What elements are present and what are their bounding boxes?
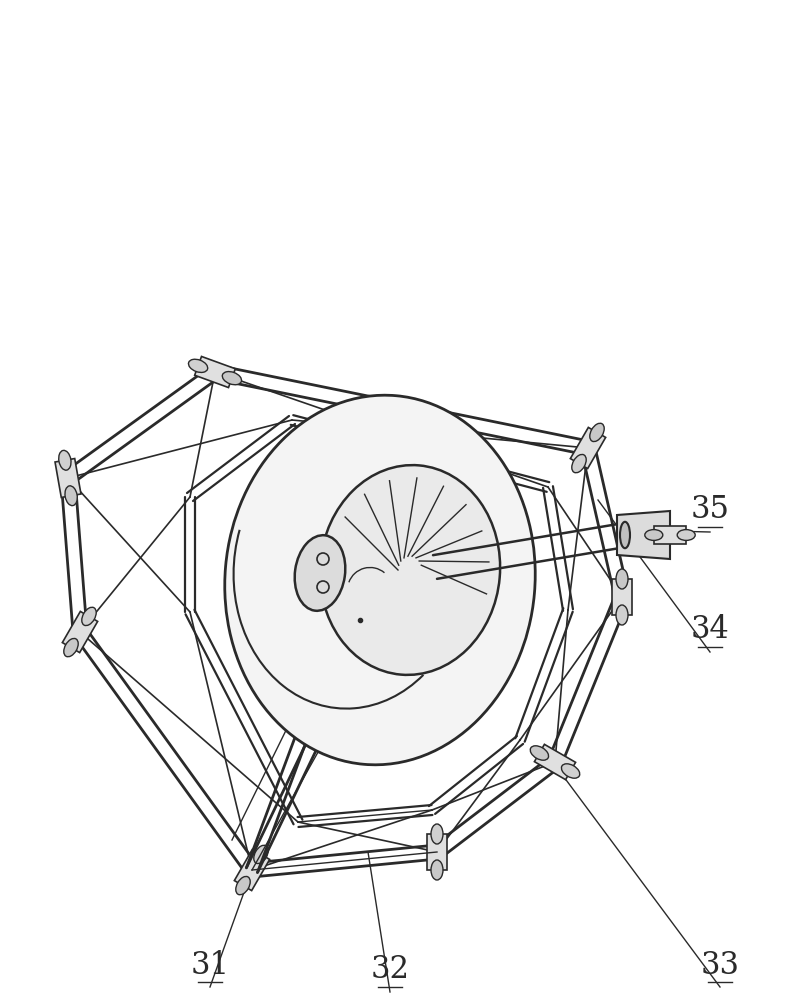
Polygon shape bbox=[534, 744, 575, 780]
Text: 31: 31 bbox=[190, 950, 230, 980]
Ellipse shape bbox=[65, 486, 78, 506]
Polygon shape bbox=[654, 526, 686, 544]
Ellipse shape bbox=[222, 372, 242, 385]
Polygon shape bbox=[62, 611, 98, 653]
Polygon shape bbox=[55, 459, 81, 497]
Ellipse shape bbox=[58, 450, 71, 470]
Ellipse shape bbox=[225, 395, 535, 765]
Polygon shape bbox=[427, 834, 447, 870]
Ellipse shape bbox=[677, 530, 695, 540]
Ellipse shape bbox=[572, 454, 586, 473]
Text: 32: 32 bbox=[370, 954, 410, 986]
Ellipse shape bbox=[530, 746, 549, 760]
Ellipse shape bbox=[616, 569, 628, 589]
Ellipse shape bbox=[590, 423, 604, 442]
Polygon shape bbox=[194, 356, 235, 388]
Ellipse shape bbox=[320, 465, 500, 675]
Text: 33: 33 bbox=[701, 950, 739, 980]
Polygon shape bbox=[612, 579, 632, 615]
Ellipse shape bbox=[82, 607, 96, 626]
Ellipse shape bbox=[64, 638, 78, 657]
Ellipse shape bbox=[254, 845, 268, 864]
Ellipse shape bbox=[236, 876, 250, 895]
Ellipse shape bbox=[620, 522, 630, 548]
Polygon shape bbox=[234, 849, 270, 891]
Ellipse shape bbox=[616, 605, 628, 625]
Ellipse shape bbox=[431, 824, 443, 844]
Ellipse shape bbox=[645, 530, 662, 540]
Ellipse shape bbox=[431, 860, 443, 880]
Text: 35: 35 bbox=[690, 494, 730, 526]
Ellipse shape bbox=[562, 764, 580, 778]
Ellipse shape bbox=[294, 535, 346, 611]
Polygon shape bbox=[570, 427, 606, 469]
Text: 34: 34 bbox=[690, 614, 730, 646]
Ellipse shape bbox=[189, 359, 208, 372]
Polygon shape bbox=[617, 511, 670, 559]
